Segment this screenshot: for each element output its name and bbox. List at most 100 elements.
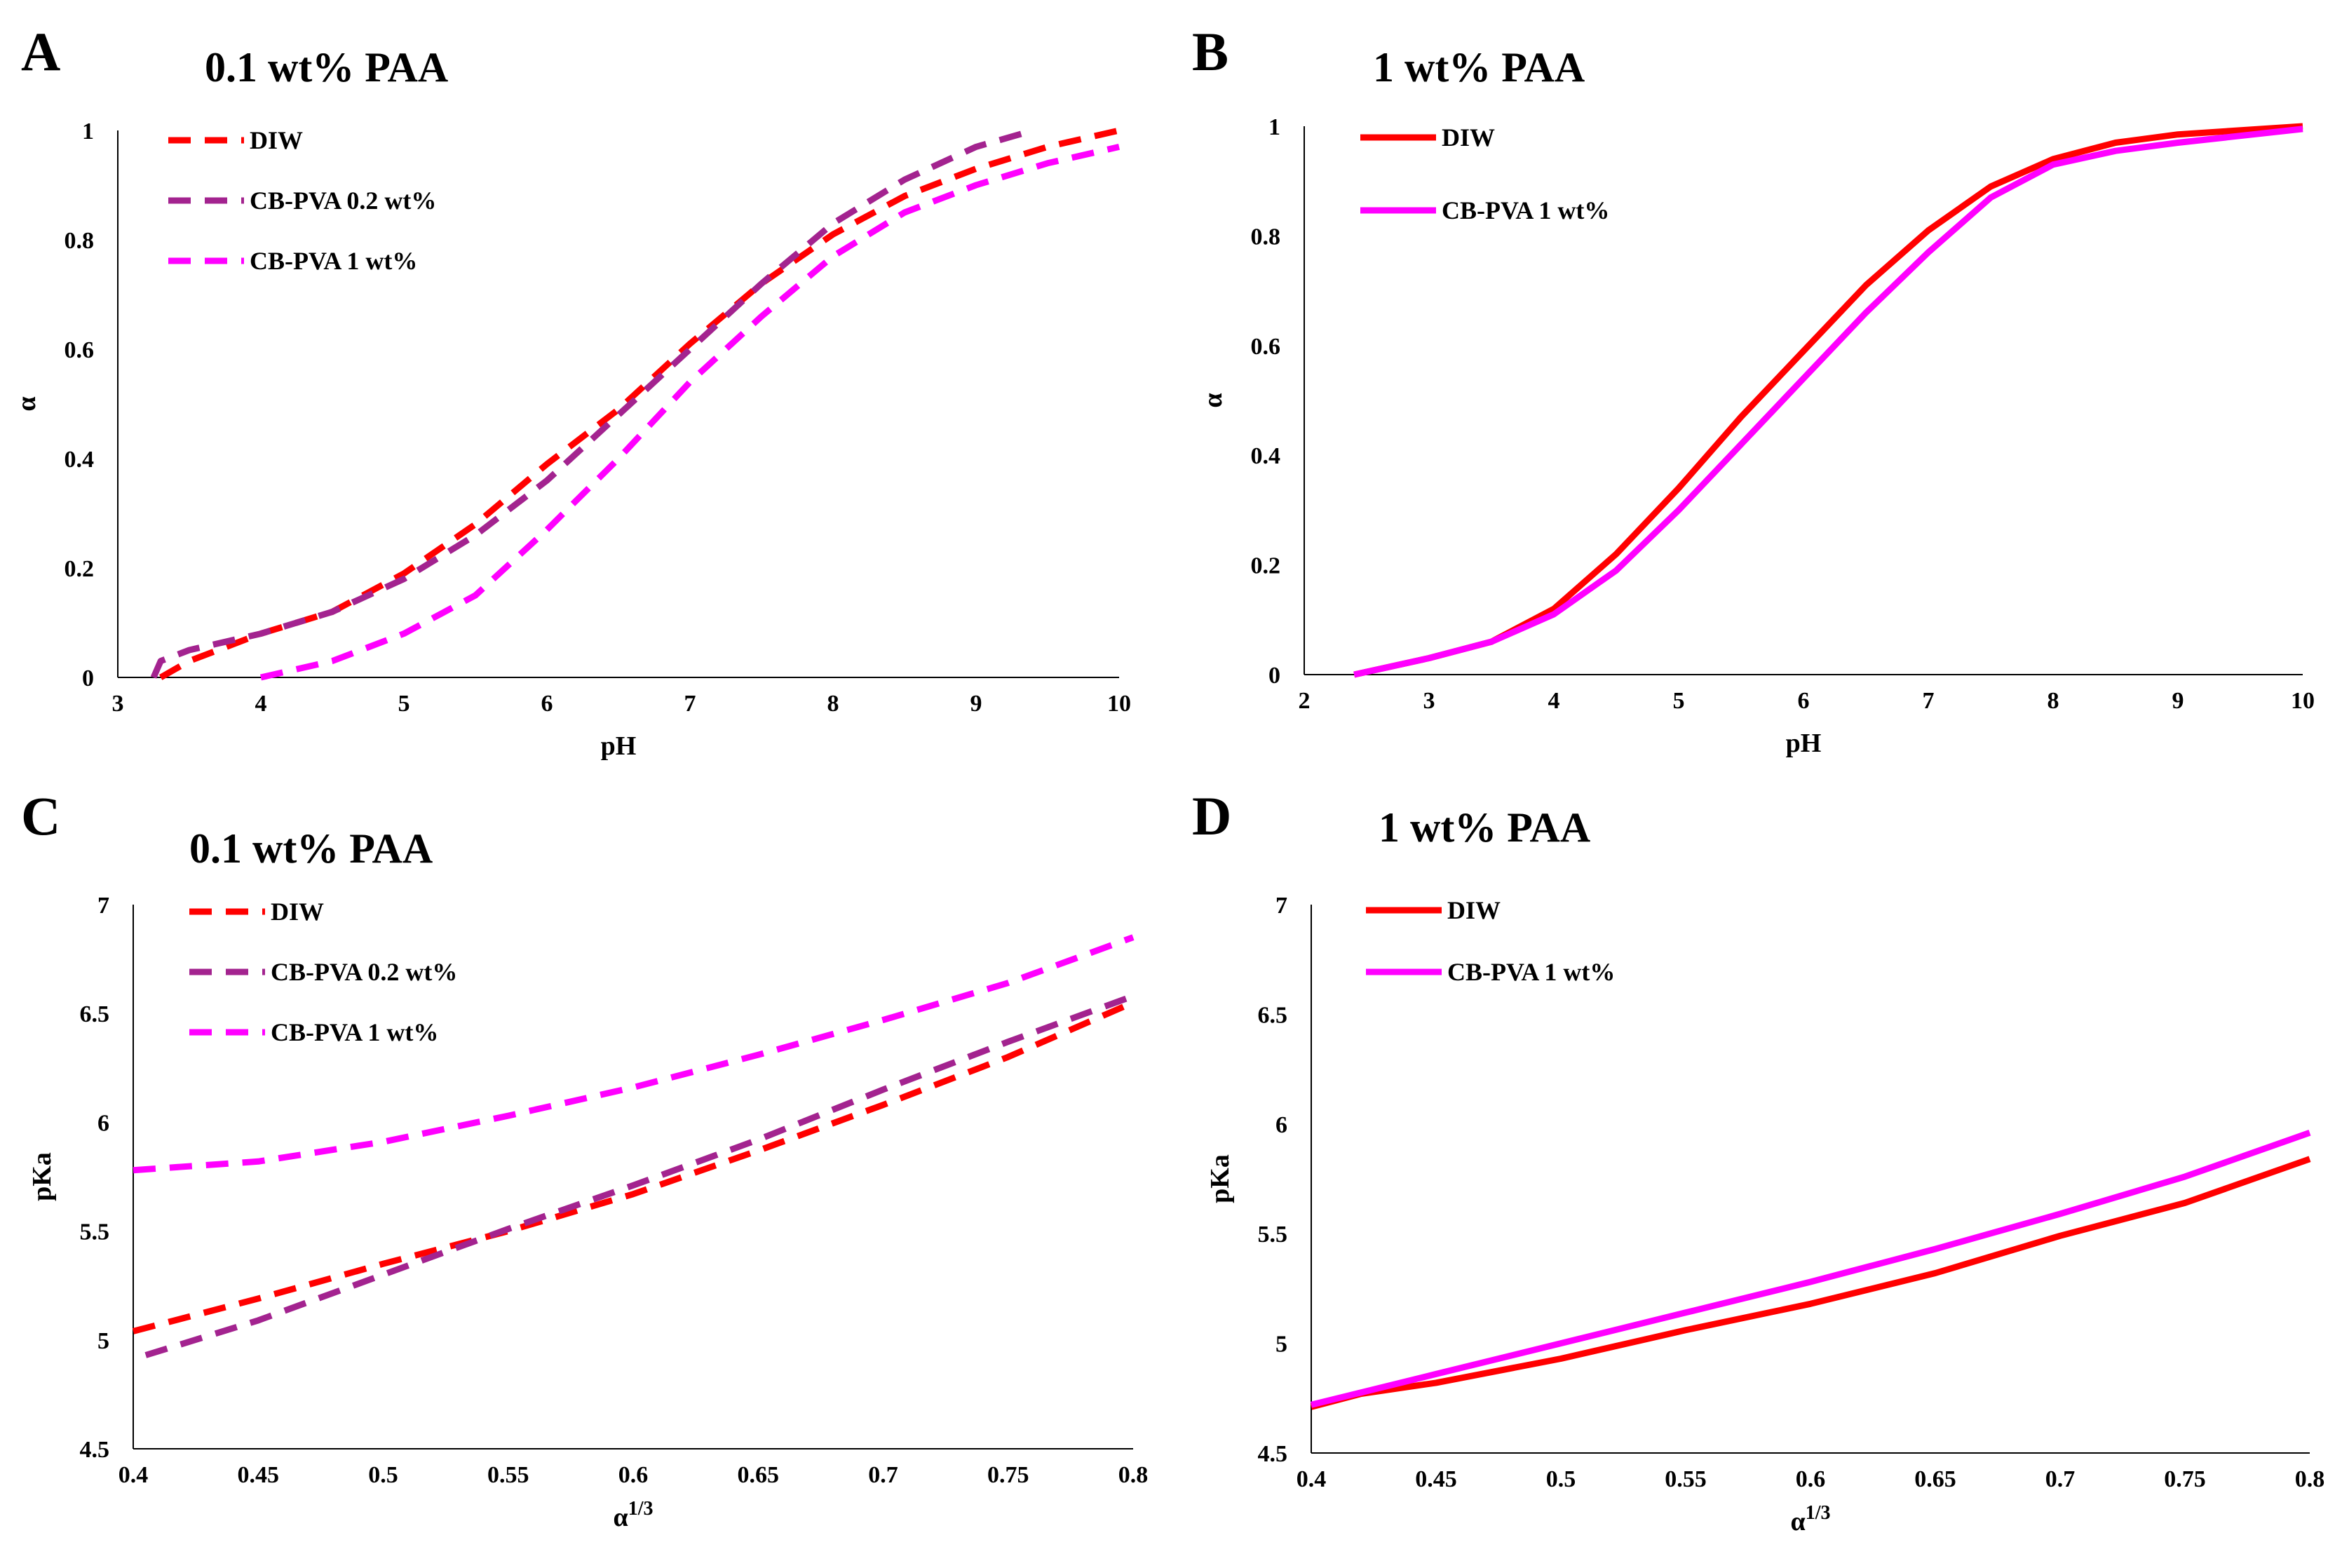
x-axis-label: α1/3 [614, 1498, 654, 1532]
chart-panel-c: 0.4 0.45 0.5 0.55 0.6 0.65 0.7 0.75 0.8 4.5 5 5.5 6 6… [21, 785, 1148, 1532]
y-axis-label: pKa [27, 1152, 57, 1201]
y-tick-label: 7 [97, 893, 109, 919]
x-tick-label: 2 [1299, 688, 1311, 714]
x-tick-label: 0.75 [2164, 1466, 2206, 1492]
legend-label-cb-pva-1-wt: CB-PVA 1 wt% [1442, 196, 1609, 224]
y-tick-label: 4.5 [80, 1437, 110, 1463]
x-tick-label: 3 [1423, 688, 1435, 714]
series-line-cb-pva-1-wt [259, 144, 1121, 681]
x-tick-label: 0.75 [987, 1462, 1029, 1488]
y-tick-label: 0.6 [65, 337, 95, 363]
series-line-cb-pva-1-wt [1353, 126, 2303, 678]
y-axis-label: α [1198, 393, 1228, 407]
y-tick-label: 4.5 [1258, 1441, 1288, 1467]
legend-label-cb-pva-0-2-wt: CB-PVA 0.2 wt% [271, 958, 457, 986]
y-tick-label: 1 [82, 119, 94, 144]
chart-title: 1 wt% PAA [1373, 44, 1585, 90]
x-tick-label: 3 [112, 691, 124, 717]
x-tick-label: 9 [2172, 688, 2184, 714]
x-axis-label: α1/3 [1791, 1502, 1831, 1536]
y-tick-label: 5 [1275, 1332, 1287, 1358]
series-line-cb-pva-1-wt [1310, 1130, 2311, 1408]
legend-label-diw: DIW [271, 898, 324, 926]
x-tick-label: 7 [1923, 688, 1935, 714]
y-tick-label: 5.5 [1258, 1222, 1288, 1248]
chart-title: 0.1 wt% PAA [205, 44, 448, 90]
y-tick-label: 0.4 [65, 447, 95, 473]
x-axis-label-superscript: 1/3 [628, 1498, 654, 1520]
legend-label-diw: DIW [1442, 123, 1495, 151]
y-tick-label: 0.2 [1251, 553, 1281, 579]
chart-panel-d: 0.4 0.45 0.5 0.55 0.6 0.65 0.7 0.75 0.8 4.5 5 5.5 6 6… [1192, 785, 2324, 1536]
y-tick-label: 0.6 [1251, 334, 1281, 360]
legend-label-cb-pva-0-2-wt: CB-PVA 0.2 wt% [250, 187, 436, 215]
x-tick-label: 0.55 [1665, 1466, 1707, 1492]
x-axis-label-superscript: 1/3 [1806, 1502, 1831, 1524]
x-axis-label: pH [1786, 729, 1822, 758]
x-tick-label: 0.4 [1297, 1466, 1327, 1492]
series-line-diw [132, 999, 1135, 1334]
series-line-cb-pva-0-2-wt [150, 127, 1034, 679]
chart-title: 0.1 wt% PAA [189, 825, 433, 872]
panel-letter: B [1192, 21, 1228, 82]
x-tick-label: 0.45 [1415, 1466, 1457, 1492]
y-tick-label: 6.5 [80, 1001, 110, 1027]
x-tick-label: 4 [1548, 688, 1560, 714]
panel-letter: D [1192, 785, 1231, 846]
x-tick-label: 6 [541, 691, 553, 717]
y-tick-label: 0.2 [65, 556, 95, 582]
x-tick-label: 0.55 [487, 1462, 529, 1488]
y-tick-label: 6.5 [1258, 1002, 1288, 1028]
x-tick-label: 5 [398, 691, 410, 717]
x-axis-label: pH [601, 731, 637, 761]
x-tick-label: 0.5 [368, 1462, 398, 1488]
legend-label-cb-pva-1-wt: CB-PVA 1 wt% [1447, 958, 1615, 986]
x-tick-label: 0.5 [1546, 1466, 1576, 1492]
x-tick-label: 0.8 [2295, 1466, 2325, 1492]
x-tick-label: 8 [827, 691, 839, 717]
x-tick-label: 0.4 [119, 1462, 149, 1488]
x-tick-label: 7 [684, 691, 696, 717]
x-tick-label: 9 [970, 691, 982, 717]
x-tick-label: 0.65 [1914, 1466, 1956, 1492]
chart-panel-b: 2 3 4 5 6 7 8 9 10 0 0.2 0.4 0.6 0.8 1 pH α B 1 wt% PAA DIW… [1192, 21, 2315, 758]
panel-letter: C [21, 785, 60, 846]
series-line-cb-pva-1-wt [133, 934, 1135, 1174]
chart-panel-a: 3 4 5 6 7 8 9 10 0 0.2 0.4 0.6 0.8 1 pH α A 0.1 wt% PAA DI… [12, 21, 1131, 761]
y-tick-label: 0 [1268, 663, 1280, 689]
x-tick-label: 0.6 [1796, 1466, 1826, 1492]
y-tick-label: 0.8 [65, 228, 95, 254]
y-tick-label: 6 [97, 1110, 109, 1136]
x-tick-label: 10 [2291, 688, 2315, 714]
x-tick-label: 0.8 [1118, 1462, 1149, 1488]
panel-letter: A [21, 21, 60, 82]
series-line-diw [1310, 1156, 2311, 1410]
x-tick-label: 0.7 [2045, 1466, 2076, 1492]
series-line-cb-pva-0-2-wt [144, 993, 1135, 1358]
y-tick-label: 1 [1268, 114, 1280, 140]
x-tick-label: 0.6 [618, 1462, 649, 1488]
x-tick-label: 4 [255, 691, 267, 717]
y-axis-label: pKa [1205, 1154, 1235, 1203]
x-tick-label: 6 [1798, 688, 1810, 714]
legend-label-cb-pva-1-wt: CB-PVA 1 wt% [250, 247, 417, 275]
x-tick-label: 0.65 [738, 1462, 780, 1488]
chart-title: 1 wt% PAA [1379, 804, 1590, 851]
x-tick-label: 0.45 [238, 1462, 280, 1488]
y-tick-label: 5.5 [80, 1219, 110, 1245]
legend-label-diw: DIW [250, 126, 303, 154]
x-tick-label: 0.7 [868, 1462, 898, 1488]
y-tick-label: 5 [97, 1328, 109, 1354]
y-tick-label: 7 [1275, 893, 1287, 919]
y-tick-label: 0.4 [1251, 443, 1281, 469]
y-tick-label: 0 [82, 665, 94, 691]
y-tick-label: 0.8 [1251, 224, 1281, 250]
x-tick-label: 10 [1107, 691, 1131, 717]
y-tick-label: 6 [1275, 1112, 1287, 1138]
legend-label-cb-pva-1-wt: CB-PVA 1 wt% [271, 1018, 438, 1046]
y-axis-label: α [12, 396, 41, 411]
x-tick-label: 8 [2047, 688, 2059, 714]
x-tick-label: 5 [1673, 688, 1685, 714]
legend-label-diw: DIW [1447, 896, 1501, 924]
